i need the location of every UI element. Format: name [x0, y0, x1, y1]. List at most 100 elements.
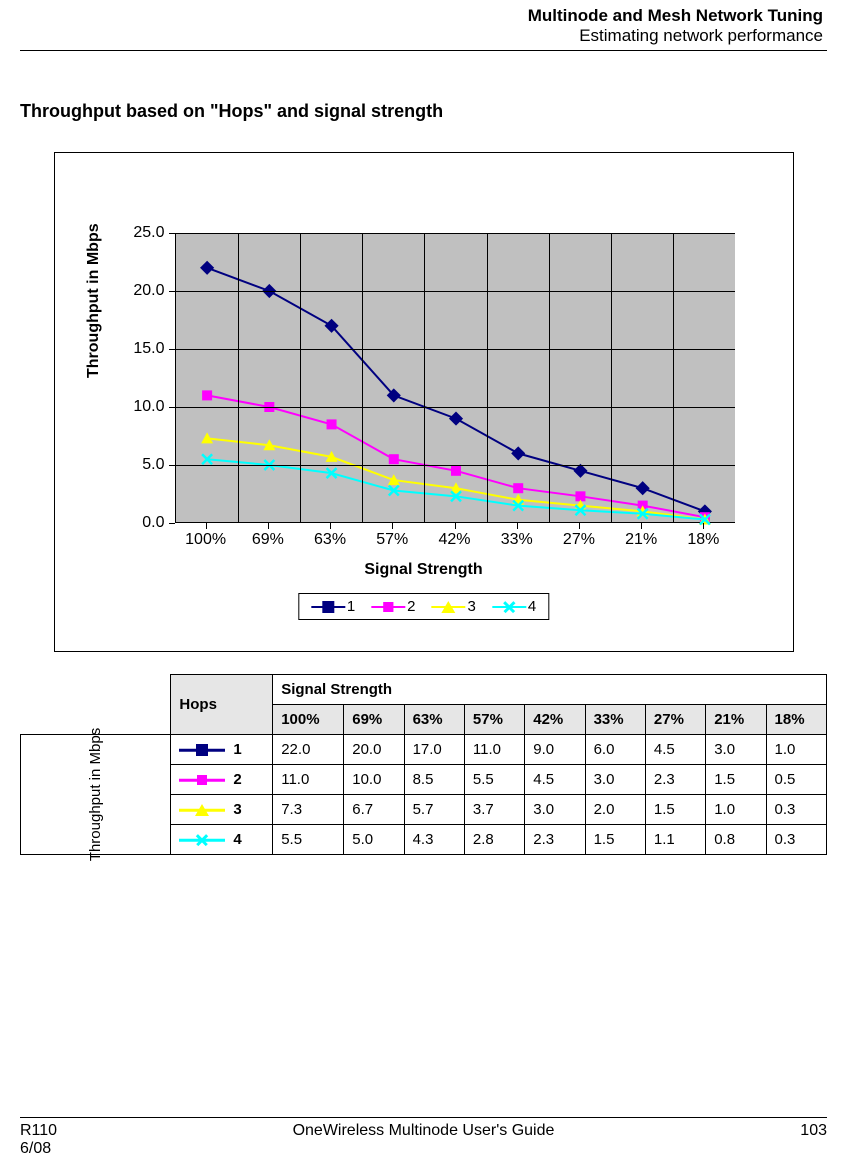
table-cell: 3.0	[706, 735, 766, 765]
series-icon	[179, 833, 225, 847]
chart-xtick-mark	[206, 523, 207, 529]
table-vlabel: Throughput in Mbps	[87, 728, 104, 861]
chart-marker	[388, 454, 398, 464]
chart-legend: 1234	[298, 593, 549, 620]
table-series-cell: 2	[171, 765, 273, 795]
table-series-cell: 3	[171, 795, 273, 825]
series-icon	[179, 803, 225, 817]
table-signal-header: Signal Strength	[273, 675, 827, 705]
chart-gridline-v	[238, 233, 239, 522]
chart-xtick-label: 21%	[625, 531, 657, 549]
chart-container: Throughput in Mbps Signal Strength 1234 …	[54, 152, 794, 652]
chart-xtick-mark	[703, 523, 704, 529]
legend-item: 4	[492, 598, 536, 615]
table-cell: 20.0	[344, 735, 404, 765]
chart-marker	[451, 466, 461, 476]
legend-item: 3	[432, 598, 476, 615]
chart-gridline-v	[487, 233, 488, 522]
chart-ytick-mark	[169, 349, 175, 350]
chart-marker	[635, 481, 649, 495]
chart-ytick-label: 15.0	[115, 340, 165, 358]
section-title: Throughput based on "Hops" and signal st…	[20, 101, 827, 122]
table-column-header: 18%	[766, 705, 826, 735]
page-footer: R110 6/08 OneWireless Multinode User's G…	[20, 1117, 827, 1158]
chart-gridline-v	[673, 233, 674, 522]
page-header: Multinode and Mesh Network Tuning Estima…	[20, 0, 827, 51]
chart-gridline-v	[362, 233, 363, 522]
series-icon	[179, 773, 225, 787]
chart-xtick-mark	[268, 523, 269, 529]
table-cell: 3.7	[464, 795, 524, 825]
chart-gridline-v	[611, 233, 612, 522]
chart-ytick-mark	[169, 465, 175, 466]
table-cell: 0.8	[706, 825, 766, 855]
data-table-wrap: HopsSignal Strength100%69%63%57%42%33%27…	[20, 674, 827, 855]
chart-svg	[176, 233, 736, 523]
footer-rev: R110	[20, 1122, 57, 1139]
chart-xlabel: Signal Strength	[55, 561, 793, 579]
chart-gridline-h	[176, 233, 735, 234]
table-cell: 2.0	[585, 795, 645, 825]
table-cell: 5.5	[273, 825, 344, 855]
chart-ytick-label: 10.0	[115, 398, 165, 416]
table-column-header: 63%	[404, 705, 464, 735]
chart-xtick-mark	[517, 523, 518, 529]
table-cell: 8.5	[404, 765, 464, 795]
chart-gridline-h	[176, 291, 735, 292]
chart-xtick-label: 63%	[314, 531, 346, 549]
legend-item: 2	[371, 598, 415, 615]
chart-ytick-mark	[169, 523, 175, 524]
table-column-header: 100%	[273, 705, 344, 735]
chart-xtick-mark	[392, 523, 393, 529]
table-hops-header: Hops	[171, 675, 273, 735]
table-cell: 2.3	[525, 825, 585, 855]
table-column-header: 27%	[645, 705, 705, 735]
table-head: HopsSignal Strength100%69%63%57%42%33%27…	[21, 675, 827, 735]
table-cell: 4.3	[404, 825, 464, 855]
table-cell: 0.3	[766, 825, 826, 855]
table-series-cell: 1	[171, 735, 273, 765]
chart-gridline-h	[176, 407, 735, 408]
chart-marker	[511, 446, 525, 460]
chart-marker	[513, 483, 523, 493]
table-cell: 3.0	[585, 765, 645, 795]
chart-xtick-label: 18%	[687, 531, 719, 549]
chart-ytick-label: 0.0	[115, 514, 165, 532]
footer-date: 6/08	[20, 1140, 51, 1157]
legend-label: 4	[528, 598, 536, 615]
table-cell: 1.0	[766, 735, 826, 765]
chart-gridline-v	[300, 233, 301, 522]
table-column-header: 69%	[344, 705, 404, 735]
table-cell: 2.8	[464, 825, 524, 855]
legend-line-icon	[432, 601, 466, 613]
chart-xtick-label: 100%	[185, 531, 226, 549]
legend-label: 3	[468, 598, 476, 615]
chart-ytick-mark	[169, 407, 175, 408]
table-cell: 3.0	[525, 795, 585, 825]
table-cell: 5.7	[404, 795, 464, 825]
series-label: 2	[233, 771, 241, 788]
table-cell: 1.5	[706, 765, 766, 795]
table-cell: 6.7	[344, 795, 404, 825]
table-row: Throughput in Mbps122.020.017.011.09.06.…	[21, 735, 827, 765]
chart-marker	[200, 261, 214, 275]
header-subtitle: Estimating network performance	[24, 26, 823, 46]
table-blank-corner	[21, 675, 171, 735]
chart-ytick-label: 5.0	[115, 456, 165, 474]
chart-ytick-mark	[169, 291, 175, 292]
series-label: 3	[233, 801, 241, 818]
table-cell: 1.1	[645, 825, 705, 855]
legend-label: 2	[407, 598, 415, 615]
chart-marker	[202, 390, 212, 400]
chart-marker	[326, 419, 336, 429]
table-body: Throughput in Mbps122.020.017.011.09.06.…	[21, 735, 827, 855]
chart-xtick-label: 33%	[501, 531, 533, 549]
table-cell: 10.0	[344, 765, 404, 795]
table-vlabel-cell: Throughput in Mbps	[21, 735, 171, 855]
chart-xtick-mark	[579, 523, 580, 529]
chart-ytick-mark	[169, 233, 175, 234]
table-cell: 11.0	[273, 765, 344, 795]
chart-gridline-h	[176, 349, 735, 350]
chart-gridline-v	[424, 233, 425, 522]
table-cell: 5.5	[464, 765, 524, 795]
